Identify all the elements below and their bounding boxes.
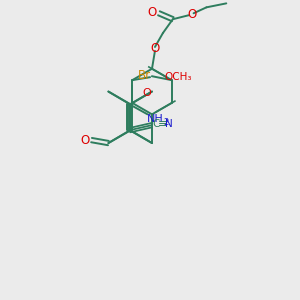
Text: O: O [80, 134, 89, 147]
Text: O: O [147, 6, 157, 19]
Text: N: N [165, 119, 173, 129]
Text: O: O [150, 42, 160, 56]
Text: NH: NH [147, 114, 164, 124]
Text: Br: Br [137, 69, 151, 82]
Text: C: C [153, 119, 160, 129]
Text: 2: 2 [164, 118, 169, 127]
Text: O: O [187, 8, 196, 21]
Text: OCH₃: OCH₃ [164, 72, 191, 82]
Text: ≡: ≡ [158, 119, 168, 129]
Text: O: O [143, 88, 152, 98]
